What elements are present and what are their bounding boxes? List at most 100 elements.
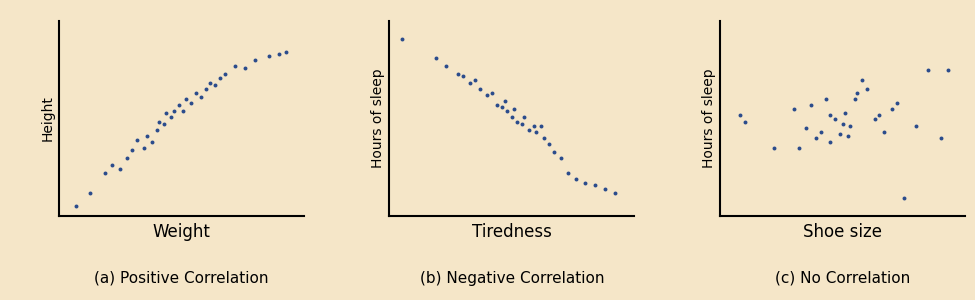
Point — [151, 120, 167, 125]
Point — [867, 116, 882, 121]
Point — [271, 52, 287, 56]
Point — [208, 83, 223, 88]
Point — [786, 106, 801, 111]
Point — [183, 100, 199, 105]
Point — [193, 94, 209, 99]
Point — [920, 67, 936, 72]
Point — [438, 63, 453, 68]
X-axis label: Tiredness: Tiredness — [472, 223, 552, 241]
Point — [159, 110, 175, 115]
Point — [261, 54, 277, 58]
Point — [835, 122, 850, 127]
Point — [472, 87, 488, 92]
Point — [546, 149, 562, 154]
Point — [522, 128, 537, 133]
Point — [237, 65, 253, 70]
Point — [567, 176, 583, 181]
Text: (b) Negative Correlation: (b) Negative Correlation — [419, 271, 604, 286]
Text: (c) No Correlation: (c) No Correlation — [775, 271, 911, 286]
Point — [526, 124, 542, 129]
Point — [849, 91, 865, 95]
Text: (a) Positive Correlation: (a) Positive Correlation — [94, 271, 268, 286]
Y-axis label: Hours of sleep: Hours of sleep — [702, 69, 716, 168]
Point — [104, 163, 120, 168]
Point — [499, 108, 515, 113]
Point — [144, 140, 160, 144]
X-axis label: Shoe size: Shoe size — [803, 223, 882, 241]
Point — [517, 114, 532, 119]
Point — [884, 106, 900, 111]
Point — [940, 67, 956, 72]
Point — [872, 112, 887, 117]
Point — [541, 141, 557, 146]
Point — [828, 116, 843, 121]
Point — [507, 106, 523, 111]
Point — [889, 100, 905, 105]
Point — [553, 155, 568, 160]
Point — [528, 130, 544, 134]
Point — [217, 71, 233, 76]
Point — [933, 136, 949, 140]
Point — [136, 145, 152, 150]
Point — [823, 140, 838, 144]
Point — [896, 196, 912, 201]
Point — [112, 167, 128, 172]
Point — [149, 128, 165, 133]
Point — [227, 63, 243, 68]
Point — [213, 75, 228, 80]
Point — [854, 77, 870, 82]
Point — [533, 124, 549, 129]
Point — [176, 108, 191, 113]
Y-axis label: Height: Height — [40, 96, 55, 141]
Point — [247, 58, 262, 62]
Point — [799, 126, 814, 131]
Point — [489, 102, 505, 107]
Point — [203, 81, 218, 86]
Point — [561, 171, 576, 176]
Point — [68, 204, 84, 209]
Point — [496, 98, 512, 103]
Point — [838, 110, 853, 115]
Point — [536, 136, 552, 140]
Point — [833, 132, 848, 136]
Point — [450, 71, 466, 76]
Point — [394, 36, 410, 41]
Point — [847, 97, 863, 101]
Point — [732, 112, 748, 117]
Point — [485, 91, 500, 95]
Point — [504, 114, 520, 119]
Point — [909, 124, 924, 129]
Point — [791, 145, 806, 150]
Point — [462, 81, 478, 86]
Point — [119, 155, 135, 160]
Point — [166, 108, 181, 113]
Point — [818, 97, 834, 101]
Point — [514, 122, 529, 127]
Point — [813, 130, 829, 134]
Point — [494, 104, 510, 109]
Point — [98, 171, 113, 176]
Point — [509, 120, 525, 125]
Y-axis label: Hours of sleep: Hours of sleep — [371, 69, 385, 168]
Point — [823, 112, 838, 117]
Point — [803, 102, 819, 107]
Point — [467, 77, 483, 82]
Point — [598, 186, 613, 191]
Point — [455, 73, 471, 78]
Point — [188, 91, 204, 95]
Point — [124, 147, 139, 152]
Point — [766, 145, 782, 150]
Point — [83, 190, 98, 195]
Point — [156, 122, 172, 127]
Point — [279, 50, 294, 55]
Point — [164, 114, 179, 119]
Point — [480, 93, 495, 98]
Point — [577, 180, 593, 185]
Point — [839, 134, 855, 139]
Point — [859, 87, 875, 92]
Point — [198, 87, 214, 92]
Point — [178, 97, 194, 101]
X-axis label: Weight: Weight — [152, 223, 210, 241]
Point — [138, 134, 154, 139]
Point — [171, 102, 186, 107]
